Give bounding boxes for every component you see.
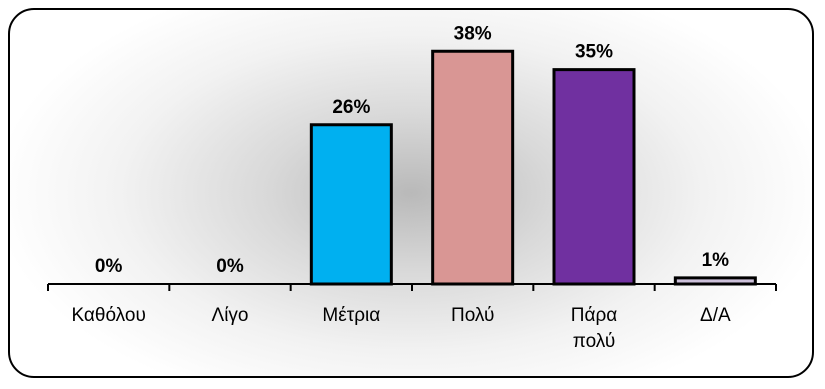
bar-chart: 0% Καθόλου 0% Λίγο 26% Μέτρια 38% Πολύ 35% Πάρα πο…: [47, 23, 777, 352]
x-tick-label: Μέτρια: [322, 305, 380, 326]
data-label: 0%: [216, 256, 244, 277]
data-label: 38%: [454, 23, 492, 44]
x-tick-label: Δ/Α: [700, 305, 731, 326]
bar: [309, 123, 393, 286]
x-tick-label: Λίγο: [212, 305, 249, 326]
x-tick-label: Πολύ: [451, 305, 494, 326]
bar: [673, 276, 757, 286]
x-tick-label: Καθόλου: [71, 305, 145, 326]
chart-frame: 0% Καθόλου 0% Λίγο 26% Μέτρια 38% Πολύ 35% Πάρα πο…: [8, 8, 814, 378]
data-label: 0%: [95, 256, 123, 277]
data-label: 1%: [702, 250, 730, 271]
x-tick-label: Πάρα πολύ: [571, 305, 618, 352]
bar: [552, 68, 636, 286]
data-label: 35%: [575, 42, 613, 63]
data-label: 26%: [332, 97, 370, 118]
bar: [431, 49, 515, 286]
